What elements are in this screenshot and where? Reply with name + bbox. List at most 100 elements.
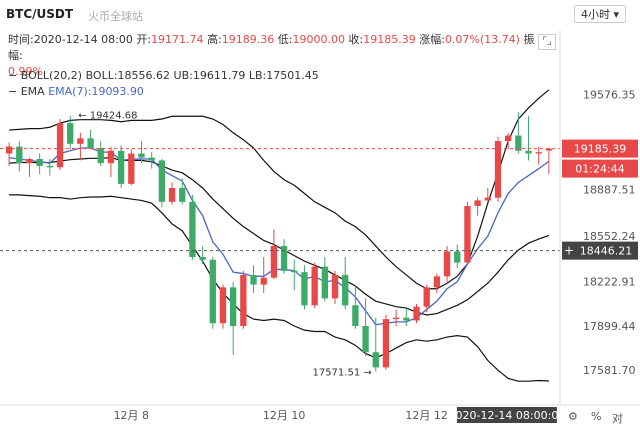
candle-body xyxy=(168,188,176,202)
candle-body xyxy=(505,135,512,142)
boll-ub-value: UB:19611.79 xyxy=(173,69,246,82)
candle-body xyxy=(148,157,155,161)
candle-body xyxy=(250,274,257,285)
time-value: 2020-12-14 08:00 xyxy=(33,33,133,46)
candle-body xyxy=(209,259,216,324)
boll-legend: − BOLL(20,2) BOLL:18556.62 UB:19611.79 L… xyxy=(8,68,319,84)
candle-body xyxy=(454,251,461,263)
candle-body xyxy=(423,287,430,307)
ema-toggle-icon[interactable]: − xyxy=(8,85,18,98)
candle-body xyxy=(5,146,13,154)
change-value: 0.07%(13.74) xyxy=(444,33,520,46)
candle-body xyxy=(46,165,53,168)
percent-toggle[interactable]: % xyxy=(591,410,602,423)
candle-body xyxy=(128,153,135,184)
candle-body xyxy=(87,138,94,148)
ema-value: EMA(7):19093.90 xyxy=(48,85,144,98)
exchange-label: 火币全球站 xyxy=(88,10,143,23)
candle-body xyxy=(352,305,359,326)
candle-body xyxy=(403,317,410,321)
candle-body xyxy=(443,251,451,277)
time-label: 时间: xyxy=(8,33,34,46)
boll-upper-line xyxy=(9,89,550,290)
price-overlay: 19185.39 01:24:44 + 18446.21 2020-12-14 08:0… xyxy=(0,111,638,423)
y-tick-label: 18552.24 xyxy=(583,230,636,243)
candle-body xyxy=(189,201,196,257)
expand-icon[interactable]: ⌜⌟ xyxy=(538,34,556,50)
candle-body xyxy=(382,319,390,368)
close-label: 收: xyxy=(348,33,364,46)
candle-body xyxy=(301,272,308,306)
candle-body xyxy=(342,274,349,306)
chart-header: BTC/USDT 火币全球站 4小时 ▾ xyxy=(0,0,640,30)
gear-icon[interactable]: ⚙ xyxy=(568,410,578,423)
last-price-text: 19185.39 xyxy=(574,143,627,156)
candle-body xyxy=(26,159,33,164)
amplitude-label: 振幅: xyxy=(8,33,535,62)
candle-body xyxy=(199,257,206,260)
crosshair-price-text: 18446.21 xyxy=(580,245,633,258)
candle-body xyxy=(219,287,227,324)
y-tick-label: 19576.35 xyxy=(583,89,636,102)
candle-body xyxy=(535,152,542,154)
ema-label: EMA xyxy=(20,85,45,98)
candle-body xyxy=(36,159,43,166)
candle-body xyxy=(280,245,288,271)
candle-body xyxy=(525,150,532,154)
candle-body xyxy=(230,287,237,326)
axes: 19576.35 18887.51 18552.24 18222.91 17899.44… xyxy=(0,30,640,422)
candle-body xyxy=(413,306,420,321)
close-value: 19185.39 xyxy=(363,33,416,46)
high-marker-text: ← 19424.68 xyxy=(78,111,137,122)
countdown-text: 01:24:44 xyxy=(575,163,624,176)
candle-body xyxy=(16,146,23,164)
candle-body xyxy=(158,160,166,202)
indicator-legend: − BOLL(20,2) BOLL:18556.62 UB:19611.79 L… xyxy=(8,68,319,100)
candle-body xyxy=(67,123,74,144)
symbol-label: BTC/USDT xyxy=(6,7,74,21)
candle-body xyxy=(107,150,115,164)
low-marker-text: 17571.51 → xyxy=(312,367,371,378)
ohlc-readout: 时间:2020-12-14 08:00 开:19171.74 高:19189.3… xyxy=(8,32,538,80)
interval-value: 4小时 xyxy=(580,8,610,21)
candle-body xyxy=(77,138,84,144)
candle-body xyxy=(321,266,328,299)
candle-body xyxy=(260,277,267,285)
y-tick-label: 17899.44 xyxy=(583,320,636,333)
open-value: 19171.74 xyxy=(151,33,204,46)
crosshair-plus-icon: + xyxy=(564,244,574,258)
candle-body xyxy=(291,270,298,273)
log-toggle[interactable]: 对 xyxy=(612,412,623,425)
crosshair-time-tag xyxy=(456,407,557,423)
open-label: 开: xyxy=(136,33,152,46)
candle-body xyxy=(464,205,471,263)
countdown-tag xyxy=(562,159,638,178)
candle-body xyxy=(311,266,318,306)
candle-body xyxy=(138,153,145,158)
candle-body xyxy=(240,274,247,326)
interval-select[interactable]: 4小时 ▾ xyxy=(574,5,626,23)
candle-body xyxy=(484,197,491,201)
candle-body xyxy=(474,200,481,206)
candle-body xyxy=(362,326,369,353)
candle-body xyxy=(433,276,441,288)
boll-lb-value: LB:17501.45 xyxy=(248,69,319,82)
candle-body xyxy=(392,317,400,320)
boll-toggle-icon[interactable]: − xyxy=(8,69,18,82)
crosshair-time-text: 2020-12-14 08:00:00 xyxy=(448,409,565,422)
last-price-tag xyxy=(562,139,638,158)
y-tick-label: 18222.91 xyxy=(583,275,636,288)
amplitude-value: 0.99% xyxy=(8,65,43,78)
candle-body xyxy=(97,147,104,164)
candle-body xyxy=(545,148,553,151)
x-tick-label: 12月 8 xyxy=(114,409,150,422)
candle-body xyxy=(494,141,502,198)
ema-legend: − EMA EMA(7):19093.90 xyxy=(8,84,319,100)
candle-body xyxy=(515,135,522,151)
low-value: 19000.00 xyxy=(292,33,346,46)
y-tick-label: 18887.51 xyxy=(583,184,636,197)
candle-body xyxy=(179,188,186,202)
candle-body xyxy=(331,274,339,299)
